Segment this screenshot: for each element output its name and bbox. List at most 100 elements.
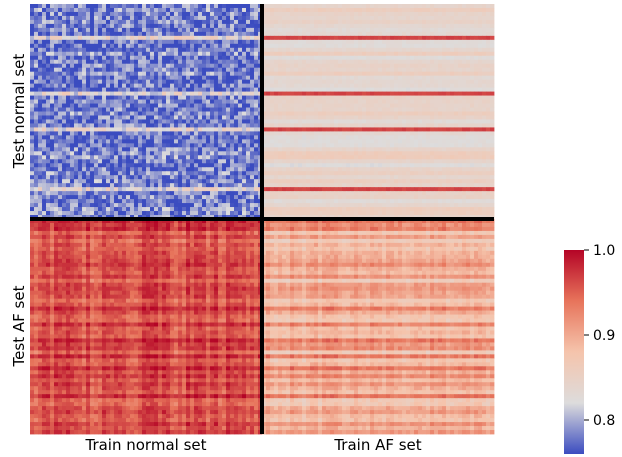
heatmap-cell [170, 7, 175, 13]
heatmap-cell [150, 95, 155, 100]
heatmap-cell [146, 155, 151, 160]
heatmap-cell [290, 59, 295, 65]
heatmap-cell [206, 11, 211, 17]
heatmap-cell [322, 11, 327, 17]
heatmap-cell [330, 95, 335, 100]
heatmap-cell [158, 119, 163, 124]
heatmap-cell [62, 123, 67, 128]
heatmap-cell [42, 4, 47, 9]
heatmap-cell [54, 19, 59, 25]
heatmap-cell [54, 59, 59, 65]
heatmap-cell [394, 63, 399, 69]
heatmap-cell [342, 47, 347, 53]
heatmap-cell [346, 91, 351, 96]
heatmap-cell [302, 111, 307, 116]
heatmap-cell [230, 63, 235, 69]
heatmap-cell [102, 119, 107, 124]
heatmap-cell [294, 163, 299, 168]
heatmap-cell [446, 47, 451, 53]
heatmap-cell [254, 159, 259, 164]
heatmap-cell [338, 43, 343, 49]
heatmap-cell [358, 91, 363, 96]
heatmap-cell [122, 35, 127, 41]
heatmap-cell [46, 123, 51, 128]
heatmap-cell [62, 19, 67, 25]
heatmap-cell [478, 63, 483, 69]
heatmap-cell [478, 55, 483, 61]
heatmap-cell [114, 143, 119, 148]
heatmap-cell [306, 99, 311, 104]
heatmap-cell [86, 75, 91, 81]
heatmap-cell [318, 111, 323, 116]
heatmap-cell [366, 143, 371, 148]
heatmap-cell [86, 103, 91, 108]
heatmap-cell [190, 51, 195, 57]
heatmap-cell [222, 19, 227, 25]
heatmap-cell [298, 67, 303, 73]
heatmap-cell [138, 139, 143, 144]
heatmap-cell [266, 155, 271, 160]
heatmap-cell [386, 47, 391, 53]
heatmap-cell [34, 131, 39, 136]
heatmap-cell [70, 83, 75, 89]
heatmap-cell [422, 27, 427, 33]
heatmap-cell [218, 39, 223, 45]
heatmap-cell [334, 111, 339, 116]
heatmap-cell [482, 155, 487, 160]
heatmap-cell [42, 39, 47, 45]
heatmap-cell [214, 151, 219, 156]
heatmap-cell [410, 4, 415, 9]
heatmap-cell [390, 55, 395, 61]
heatmap-cell [98, 35, 103, 41]
heatmap-cell [106, 171, 111, 176]
heatmap-cell [38, 31, 43, 37]
heatmap-cell [414, 91, 419, 96]
heatmap-cell [346, 39, 351, 45]
heatmap-cell [234, 63, 239, 69]
heatmap-cell [338, 143, 343, 148]
heatmap-cell [454, 67, 459, 73]
heatmap-cell [418, 15, 423, 21]
heatmap-cell [94, 15, 99, 21]
heatmap-cell [154, 79, 159, 85]
heatmap-cell [306, 55, 311, 61]
heatmap-cell [410, 119, 415, 124]
heatmap-cell [334, 23, 339, 29]
heatmap-cell [294, 103, 299, 108]
heatmap-cell [470, 91, 475, 96]
heatmap-cell [426, 31, 431, 37]
heatmap-cell [66, 171, 71, 176]
heatmap-cell [218, 135, 223, 140]
heatmap-cell [306, 123, 311, 128]
heatmap-cell [286, 31, 291, 37]
heatmap-cell [118, 119, 123, 124]
heatmap-cell [82, 143, 87, 148]
heatmap-cell [486, 67, 491, 73]
heatmap-cell [462, 155, 467, 160]
heatmap-cell [30, 155, 35, 160]
heatmap-cell [78, 155, 83, 160]
heatmap-cell [370, 11, 375, 17]
heatmap-cell [318, 87, 323, 92]
heatmap-cell [186, 87, 191, 92]
heatmap-cell [394, 43, 399, 49]
heatmap-cell [366, 91, 371, 96]
heatmap-cell [98, 15, 103, 21]
heatmap-cell [314, 127, 319, 132]
heatmap-cell [186, 59, 191, 65]
heatmap-cell [34, 59, 39, 65]
heatmap-cell [194, 39, 199, 45]
heatmap-cell [54, 67, 59, 73]
heatmap-cell [242, 23, 247, 29]
heatmap-cell [302, 131, 307, 136]
heatmap-cell [398, 115, 403, 120]
heatmap-cell [54, 7, 59, 13]
heatmap-cell [446, 75, 451, 81]
heatmap-cell [402, 39, 407, 45]
heatmap-cell [250, 23, 255, 29]
heatmap-cell [46, 119, 51, 124]
heatmap-cell [394, 147, 399, 152]
heatmap-cell [266, 23, 271, 29]
heatmap-cell [458, 91, 463, 96]
heatmap-cell [274, 119, 279, 124]
